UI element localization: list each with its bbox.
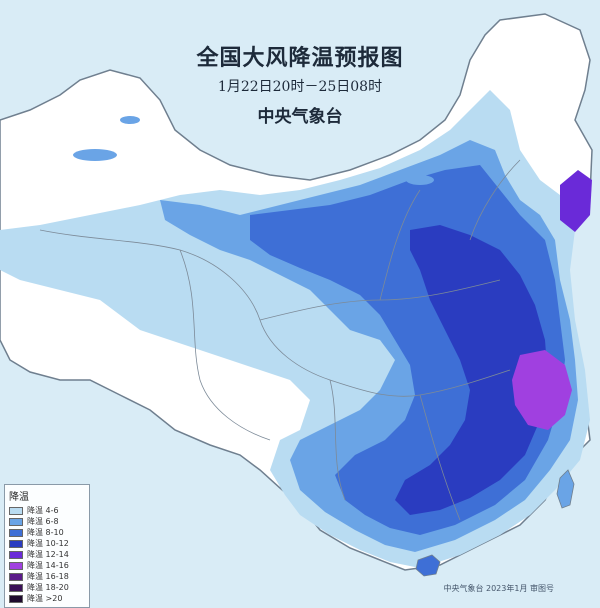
legend-label: 降温 12-14 bbox=[27, 549, 69, 560]
map-time-range: 1月22日20时－25日08时 bbox=[0, 76, 600, 96]
legend-swatch bbox=[9, 584, 23, 592]
legend-label: 降温 6-8 bbox=[27, 516, 59, 527]
legend-swatch bbox=[9, 540, 23, 548]
legend-swatch bbox=[9, 562, 23, 570]
legend-item: 降温 10-12 bbox=[9, 538, 85, 549]
legend-item: 降温 16-18 bbox=[9, 571, 85, 582]
legend-label: 降温 14-16 bbox=[27, 560, 69, 571]
legend-label: 降温 4-6 bbox=[27, 505, 59, 516]
map-issuer: 中央气象台 bbox=[0, 102, 600, 127]
legend-label: 降温 >20 bbox=[27, 593, 62, 604]
legend-label: 降温 18-20 bbox=[27, 582, 69, 593]
lake-feature bbox=[73, 149, 117, 161]
map-footer: 中央气象台 2023年1月 审图号 bbox=[443, 583, 554, 594]
lake-feature bbox=[406, 175, 434, 185]
legend-item: 降温 14-16 bbox=[9, 560, 85, 571]
legend-title: 降温 bbox=[9, 488, 85, 503]
legend-label: 降温 16-18 bbox=[27, 571, 69, 582]
map-title: 全国大风降温预报图 bbox=[0, 40, 600, 72]
legend-swatch bbox=[9, 551, 23, 559]
legend-item: 降温 18-20 bbox=[9, 582, 85, 593]
legend-item: 降温 8-10 bbox=[9, 527, 85, 538]
legend-swatch bbox=[9, 529, 23, 537]
legend-swatch bbox=[9, 573, 23, 581]
legend-swatch bbox=[9, 595, 23, 603]
legend-swatch bbox=[9, 507, 23, 515]
legend-item: 降温 12-14 bbox=[9, 549, 85, 560]
legend-label: 降温 8-10 bbox=[27, 527, 64, 538]
legend-item: 降温 6-8 bbox=[9, 516, 85, 527]
legend-label: 降温 10-12 bbox=[27, 538, 69, 549]
legend-item: 降温 >20 bbox=[9, 593, 85, 604]
legend-swatch bbox=[9, 518, 23, 526]
legend-item: 降温 4-6 bbox=[9, 505, 85, 516]
